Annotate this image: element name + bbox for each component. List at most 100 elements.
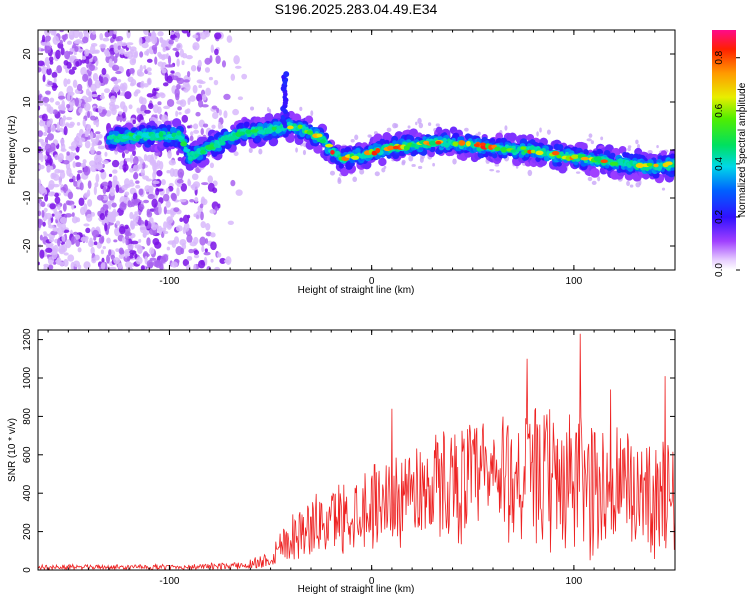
noise-speckle xyxy=(107,200,111,207)
noise-speckle xyxy=(138,238,142,243)
noise-speckle xyxy=(199,203,204,209)
noise-speckle xyxy=(359,169,365,175)
noise-speckle xyxy=(78,137,86,143)
noise-speckle xyxy=(216,252,222,258)
noise-speckle xyxy=(38,60,45,67)
noise-speckle xyxy=(83,166,91,176)
noise-speckle xyxy=(190,131,194,137)
noise-speckle xyxy=(40,153,44,163)
noise-speckle xyxy=(101,109,108,115)
noise-speckle xyxy=(160,255,166,264)
noise-speckle xyxy=(201,245,205,253)
ridge-blob xyxy=(559,151,564,157)
noise-speckle xyxy=(44,194,49,202)
noise-speckle xyxy=(125,47,129,51)
noise-speckle xyxy=(89,131,94,141)
noise-speckle xyxy=(82,159,87,164)
noise-speckle xyxy=(68,172,74,178)
noise-speckle xyxy=(136,107,141,113)
colorbar-axes: 0.0 0.2 0.4 0.6 0.8 xyxy=(714,50,740,277)
noise-speckle xyxy=(49,118,53,125)
noise-speckle xyxy=(40,141,47,146)
noise-speckle xyxy=(209,162,215,169)
noise-speckle xyxy=(50,230,58,236)
colorbar-tick-label: 0.6 xyxy=(714,103,725,117)
noise-speckle xyxy=(113,257,121,265)
noise-speckle xyxy=(80,162,87,168)
noise-speckle xyxy=(627,145,632,149)
noise-speckle xyxy=(121,151,126,159)
noise-speckle xyxy=(214,48,219,56)
noise-speckle xyxy=(116,115,120,122)
noise-speckle xyxy=(187,178,191,186)
spectrogram-ridge xyxy=(104,71,675,184)
noise-speckle xyxy=(192,84,198,94)
noise-speckle xyxy=(38,218,42,229)
noise-speckle xyxy=(167,150,172,159)
noise-speckle xyxy=(85,227,91,234)
noise-speckle xyxy=(82,73,89,82)
ridge-core xyxy=(635,163,644,169)
snr-xtick-label: 0 xyxy=(369,576,375,587)
noise-speckle xyxy=(196,93,203,102)
spectrogram-ytick-label: 0 xyxy=(22,147,33,153)
noise-speckle xyxy=(189,198,195,203)
noise-speckle xyxy=(197,259,206,269)
noise-speckle xyxy=(97,105,103,114)
noise-speckle xyxy=(83,203,88,213)
noise-speckle xyxy=(104,222,108,232)
noise-speckle xyxy=(83,102,91,112)
noise-speckle xyxy=(159,227,167,232)
noise-speckle xyxy=(161,68,167,74)
noise-speckle xyxy=(183,79,190,83)
noise-speckle xyxy=(135,184,141,189)
noise-speckle xyxy=(163,221,168,230)
ridge-core xyxy=(653,163,659,168)
noise-speckle xyxy=(59,39,63,45)
noise-speckle xyxy=(57,95,66,100)
noise-speckle xyxy=(98,236,104,244)
noise-speckle xyxy=(495,170,500,173)
ridge-core xyxy=(403,145,410,151)
noise-speckle xyxy=(118,111,123,115)
noise-speckle xyxy=(100,249,104,255)
noise-speckle xyxy=(43,263,50,268)
noise-speckle xyxy=(173,236,180,245)
noise-speckle xyxy=(144,219,149,227)
noise-speckle xyxy=(177,168,185,178)
noise-speckle xyxy=(156,93,161,98)
noise-speckle xyxy=(142,253,150,258)
noise-speckle xyxy=(175,77,182,82)
noise-speckle xyxy=(133,171,139,180)
noise-speckle xyxy=(117,262,123,270)
noise-speckle xyxy=(66,78,71,85)
ridge-core xyxy=(200,149,206,155)
noise-speckle xyxy=(69,151,75,161)
noise-speckle xyxy=(46,124,52,134)
ridge-core xyxy=(213,143,219,148)
noise-speckle xyxy=(188,248,194,254)
noise-speckle xyxy=(182,259,189,267)
ridge-blob xyxy=(264,112,274,123)
noise-speckle xyxy=(159,37,164,44)
noise-speckle xyxy=(125,157,132,162)
noise-speckle xyxy=(75,60,80,67)
ridge-core xyxy=(135,135,142,139)
noise-speckle xyxy=(115,220,121,226)
spectrogram-xtick-label: 100 xyxy=(566,276,583,287)
noise-speckle xyxy=(210,44,214,54)
snr-xlabel: Height of straight line (km) xyxy=(298,584,415,595)
noise-speckle xyxy=(113,239,118,243)
noise-speckle xyxy=(192,34,199,39)
noise-speckle xyxy=(166,98,175,107)
ridge-blob xyxy=(618,146,627,154)
noise-speckle xyxy=(116,36,124,42)
noise-speckle xyxy=(44,124,48,133)
ridge-core xyxy=(287,125,294,130)
noise-speckle xyxy=(205,238,209,244)
ridge-core xyxy=(238,131,246,136)
noise-speckle xyxy=(61,100,65,109)
noise-speckle xyxy=(159,262,164,270)
noise-speckle xyxy=(108,249,112,257)
